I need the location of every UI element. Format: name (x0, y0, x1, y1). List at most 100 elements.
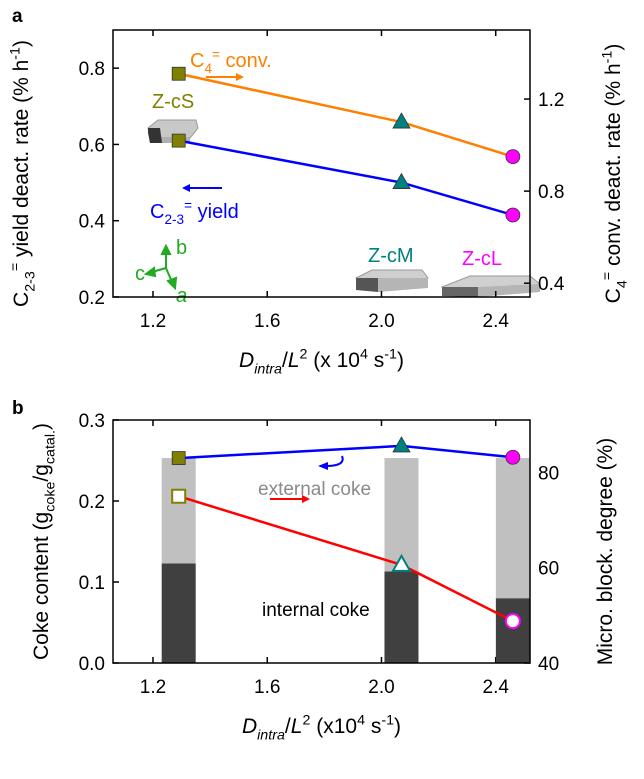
marker (393, 437, 410, 452)
y-tick-label: 0.3 (79, 411, 105, 432)
arrow (326, 456, 343, 466)
arrow-head (318, 462, 328, 470)
text-part: s (368, 349, 384, 372)
text-part: 2 (300, 347, 308, 363)
text-part: 4 (614, 280, 630, 288)
y2-tick-label: 40 (538, 654, 559, 675)
bar-segment (496, 598, 530, 663)
x-tick-label: 1.6 (254, 677, 280, 698)
text-part: conv. deact. rate (% h (602, 63, 625, 272)
y2-tick-label: 0.8 (538, 182, 564, 203)
text-part: Z-cM (368, 245, 414, 267)
text-part: -1 (600, 51, 616, 64)
text-part: Coke content (g (30, 512, 53, 660)
text-part: 2-3 (22, 271, 38, 292)
y-tick-label: 0.1 (79, 573, 105, 594)
annotation: b (176, 237, 187, 259)
crystal-axes (146, 246, 176, 288)
text-part: a (176, 285, 187, 307)
text-part: C (10, 292, 33, 307)
marker (172, 452, 185, 465)
crystal-medium (356, 270, 428, 292)
annotation: Z-cL (462, 248, 502, 270)
text-part: -1 (384, 347, 397, 363)
x-axis-label: Dintra/L2 (x104 s-1) (242, 713, 401, 744)
text-part: Z-cL (462, 248, 502, 270)
text-part: /g (30, 464, 53, 482)
text-part: b (176, 237, 187, 259)
text-part: 4 (204, 61, 212, 76)
text-part: C (150, 201, 164, 223)
marker (506, 208, 520, 222)
marker (172, 134, 185, 147)
annotation: c (135, 263, 145, 285)
text-part: C (602, 288, 625, 303)
text-part: L (288, 349, 300, 372)
y-tick-label: 0.2 (79, 288, 105, 309)
text-part: 4 (357, 713, 365, 729)
text-part: ) (30, 423, 53, 430)
text-part: coke (42, 482, 58, 512)
panel-letter: b (12, 398, 24, 419)
y-tick-label: 0.4 (79, 212, 106, 233)
text-part: = (600, 272, 616, 280)
text-part: c (135, 263, 145, 285)
text-part: Z-cS (152, 91, 194, 113)
y2-tick-label: 60 (538, 559, 559, 580)
y-axis-label: C2-3= yield deact. rate (% h-1) (8, 40, 39, 307)
crystal-large (442, 276, 540, 297)
x-axis-label: Dintra/L2 (x 104 s-1) (239, 347, 404, 378)
bar-segment (162, 563, 196, 663)
y-tick-label: 0.6 (79, 135, 105, 156)
y-tick-label: 0.2 (79, 492, 105, 513)
y2-axis-label: Micro. block. degree (%) (594, 438, 617, 666)
x-tick-label: 1.6 (254, 311, 280, 332)
annotation: Z-cM (368, 245, 414, 267)
y2-tick-label: 80 (538, 463, 559, 484)
text-part: yield (192, 201, 239, 223)
text-part: Micro. block. degree (%) (594, 438, 617, 666)
text-part: 2 (302, 713, 310, 729)
text-part: intra (257, 727, 285, 743)
marker (506, 614, 520, 628)
bar-label: external coke (258, 479, 371, 500)
y2-axis-label: C4= conv. deact. rate (% h-1) (600, 44, 631, 304)
text-part: s (365, 715, 381, 738)
x-tick-label: 1.2 (140, 677, 166, 698)
x-tick-label: 2.0 (368, 677, 394, 698)
x-tick-label: 1.2 (140, 311, 166, 332)
text-part: C (190, 50, 204, 72)
text-part: -1 (8, 47, 24, 60)
figure: a b 1.21.62.02.40.20.40.60.80.40.81.2Din… (0, 0, 644, 779)
x-tick-label: 2.4 (483, 311, 510, 332)
bar-segment (384, 571, 418, 663)
text-part: ) (394, 715, 401, 738)
text-part: = (212, 47, 220, 62)
text-part: intra (254, 361, 282, 377)
text-part: L (291, 715, 303, 738)
bar-segment (162, 458, 196, 563)
text-part: yield deact. rate (% h (10, 60, 33, 263)
marker (172, 490, 185, 503)
annotation: Z-cS (152, 91, 194, 113)
text-part: = (8, 263, 24, 271)
text-part: 4 (360, 347, 368, 363)
bar-label: internal coke (262, 600, 370, 621)
series-line (179, 74, 513, 157)
text-part: (x 10 (307, 349, 360, 372)
text-part: ) (397, 349, 404, 372)
text-part: catal. (42, 430, 58, 464)
text-part: D (239, 349, 254, 372)
panel-letter: a (12, 6, 23, 27)
marker (506, 150, 520, 164)
annotation: a (176, 285, 187, 307)
bar-segment (496, 458, 530, 598)
text-part: = (184, 198, 192, 213)
y-axis-label: Coke content (gcoke/gcatal.) (30, 423, 58, 660)
arrow-head (236, 73, 244, 81)
text-part: conv. (220, 50, 272, 72)
marker (172, 67, 185, 80)
text-part: ) (10, 40, 33, 47)
marker (506, 450, 520, 464)
text-part: (x10 (310, 715, 357, 738)
